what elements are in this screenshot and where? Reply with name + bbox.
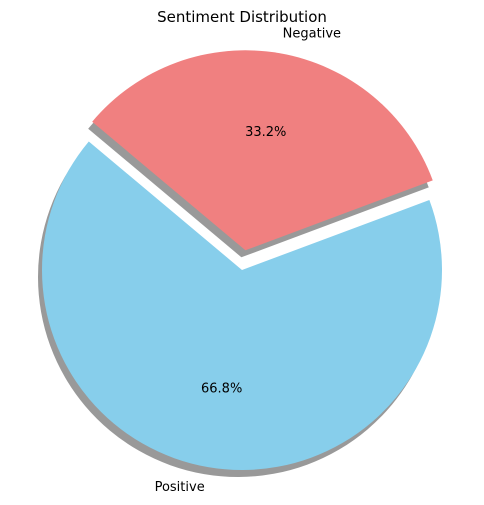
- chart-title: Sentiment Distribution: [157, 8, 327, 26]
- slice-label-positive: Positive: [155, 480, 205, 495]
- slice-percent-positive: 66.8%: [201, 381, 242, 396]
- slice-percent-negative: 33.2%: [245, 125, 286, 140]
- slice-positive: [41, 141, 442, 470]
- labels: Positive 66.8% Negative 33.2%: [155, 26, 341, 494]
- slice-negative: [92, 50, 433, 251]
- slice-label-negative: Negative: [283, 26, 341, 41]
- slices: [41, 50, 442, 470]
